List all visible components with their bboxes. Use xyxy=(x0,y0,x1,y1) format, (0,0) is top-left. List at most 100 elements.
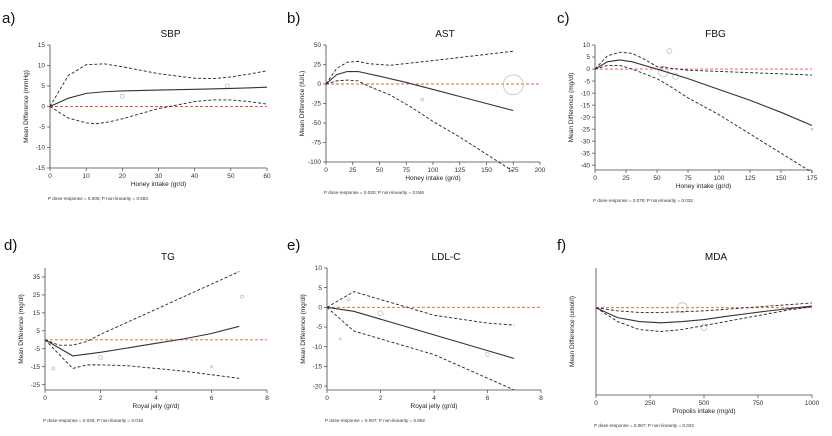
p-value-note: P dose-response = 0.036; P non-linearity… xyxy=(43,418,143,423)
panel-letter: f) xyxy=(557,237,566,254)
ci-upper-line xyxy=(326,291,515,326)
y-tick-label: 10 xyxy=(38,63,46,70)
y-tick-label: -100 xyxy=(308,159,321,166)
y-tick-label: -5 xyxy=(584,78,590,85)
y-tick-label: 5 xyxy=(318,285,322,292)
x-axis-label: Honey intake (gr/d) xyxy=(131,181,186,188)
x-tick-label: 4 xyxy=(432,395,436,402)
study-point xyxy=(338,337,342,341)
y-tick-label: 35 xyxy=(33,274,41,281)
fit-line xyxy=(326,306,515,360)
x-tick-label: 30 xyxy=(155,173,163,180)
y-tick-label: 0 xyxy=(318,305,322,312)
ci-lower-line xyxy=(326,307,515,391)
y-axis-label: Mean Difference (IU/L) xyxy=(299,71,306,137)
ci-lower-line xyxy=(44,339,240,379)
y-tick-label: 0 xyxy=(317,81,321,88)
y-axis-label: Mean Difference (mmHg) xyxy=(23,70,30,143)
y-tick-label: -15 xyxy=(31,364,41,371)
x-tick-label: 125 xyxy=(745,175,756,182)
x-axis-label: Propolis intake (mg/d) xyxy=(672,408,735,415)
y-tick-label: -5 xyxy=(316,324,322,331)
panel-letter: d) xyxy=(4,237,17,254)
y-tick-label: -30 xyxy=(581,138,591,145)
x-tick-label: 20 xyxy=(119,173,127,180)
y-tick-label: -75 xyxy=(312,140,322,147)
x-tick-label: 150 xyxy=(481,167,492,174)
y-tick-label: -10 xyxy=(36,145,46,152)
x-tick-label: 75 xyxy=(403,167,411,174)
x-tick-label: 50 xyxy=(376,167,384,174)
y-tick-label: 50 xyxy=(314,42,322,49)
y-tick-label: -25 xyxy=(312,101,322,108)
ci-upper-line xyxy=(594,51,813,76)
ci-upper-line xyxy=(49,63,268,107)
ci-lower-line xyxy=(595,306,813,332)
y-tick-label: -15 xyxy=(36,165,46,172)
fit-line xyxy=(595,305,813,324)
study-point xyxy=(119,93,125,99)
panel-letter: c) xyxy=(557,10,570,27)
x-tick-label: 1000 xyxy=(805,400,820,407)
study-point xyxy=(485,352,490,357)
study-point xyxy=(51,366,56,371)
x-tick-label: 50 xyxy=(653,175,661,182)
y-tick-label: 5 xyxy=(41,83,45,90)
ci-lower-line xyxy=(325,79,514,172)
fit-line xyxy=(44,325,240,357)
y-tick-label: -25 xyxy=(581,126,591,133)
panel-title: AST xyxy=(435,29,454,40)
x-tick-label: 100 xyxy=(714,175,725,182)
y-tick-label: 25 xyxy=(33,292,41,299)
x-tick-label: 175 xyxy=(508,167,519,174)
y-tick-label: 0 xyxy=(586,66,590,73)
p-value-note: P dose-response = 0.020; P non-linearity… xyxy=(324,190,424,195)
x-tick-label: 50 xyxy=(227,173,235,180)
x-tick-label: 175 xyxy=(807,175,818,182)
chart-panel-tg: d) TG 0 2 4 6 8 -25 -15 -5 5 15 25 35 Royal jelly (gr/… xyxy=(4,237,269,423)
ci-upper-line xyxy=(44,271,240,346)
x-tick-label: 2 xyxy=(379,395,383,402)
x-tick-label: 25 xyxy=(622,175,630,182)
x-tick-label: 10 xyxy=(83,173,91,180)
study-point xyxy=(240,294,244,299)
x-tick-label: 25 xyxy=(349,167,357,174)
panel-title: TG xyxy=(161,252,175,263)
study-point xyxy=(98,355,103,361)
p-value-note: P dose-response = 0.078; P non-linearity… xyxy=(593,198,693,203)
y-tick-label: 0 xyxy=(41,104,45,111)
x-axis-label: Honey intake (gr/d) xyxy=(676,183,731,190)
x-tick-label: 750 xyxy=(753,400,764,407)
study-point xyxy=(420,97,425,102)
p-value-note: P dose-response = 0.005; P non-linearity… xyxy=(48,196,148,201)
x-tick-label: 0 xyxy=(325,395,329,402)
x-tick-label: 0 xyxy=(324,167,328,174)
y-tick-label: 25 xyxy=(314,62,322,69)
study-point xyxy=(810,127,814,131)
y-tick-label: 5 xyxy=(586,54,590,61)
y-tick-label: -20 xyxy=(581,114,591,121)
x-tick-label: 60 xyxy=(263,173,271,180)
study-point xyxy=(657,66,669,77)
panel-title: LDL-C xyxy=(432,252,461,263)
chart-panel-mda: f) MDA 0 250 500 750 1000 Propolis intake (mg/d… xyxy=(557,237,820,428)
study-point xyxy=(224,83,230,89)
study-point xyxy=(502,74,524,96)
ci-upper-line xyxy=(595,302,813,313)
x-tick-label: 125 xyxy=(454,167,465,174)
study-point xyxy=(377,310,384,317)
y-tick-label: -25 xyxy=(31,382,41,389)
y-tick-label: 15 xyxy=(38,42,46,49)
x-tick-label: 500 xyxy=(699,400,710,407)
y-tick-label: -10 xyxy=(581,90,591,97)
panel-title: FBG xyxy=(705,29,726,40)
y-axis-label: Mean Difference (mg/dl) xyxy=(568,73,575,143)
x-tick-label: 100 xyxy=(428,167,439,174)
panel-letter: b) xyxy=(287,10,300,27)
ci-lower-line xyxy=(49,99,268,125)
y-tick-label: -15 xyxy=(581,102,591,109)
x-tick-label: 6 xyxy=(486,395,490,402)
y-tick-label: -5 xyxy=(39,124,45,131)
chart-panel-ldl-c: e) LDL-C 0 2 4 6 8 -20 -15 -10 -5 0 5 10 Royal jelly (… xyxy=(287,237,543,423)
